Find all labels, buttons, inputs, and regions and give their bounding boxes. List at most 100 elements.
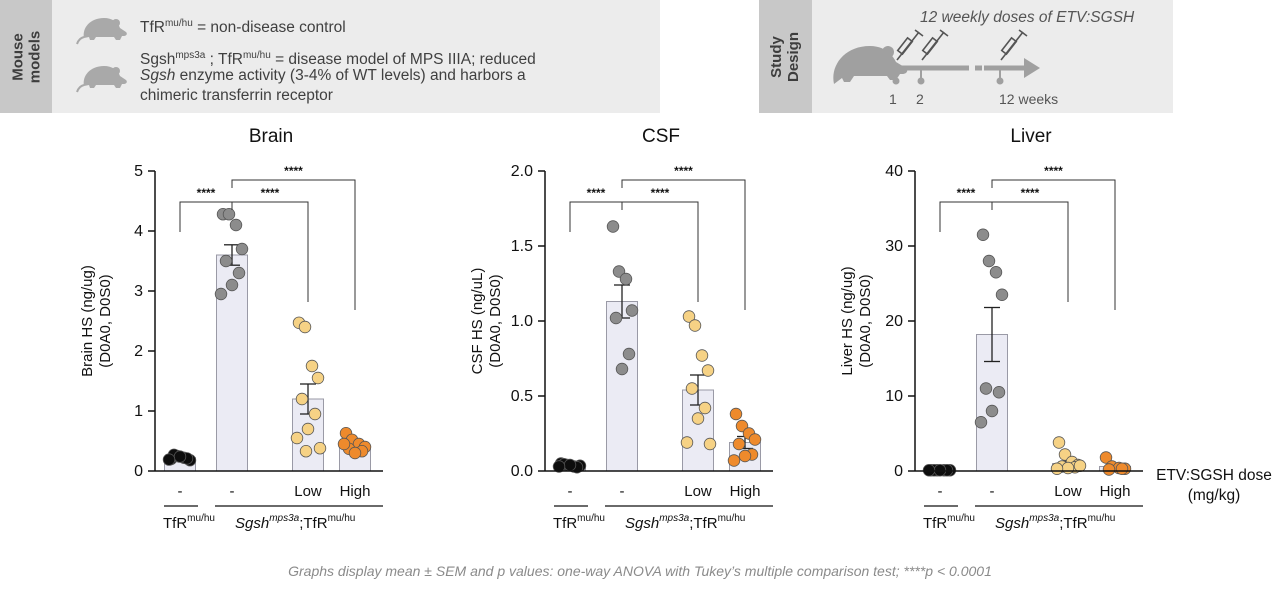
data-point (695, 349, 709, 362)
study-timeline (833, 29, 1040, 85)
data-point (701, 364, 715, 377)
data-point (989, 266, 1003, 279)
data-point (162, 453, 176, 466)
significance-bracket-2 (991, 179, 1116, 310)
group-label-tfr: TfRmu/hu (923, 513, 975, 532)
data-point (974, 416, 988, 429)
data-point (622, 347, 636, 361)
data-point (219, 254, 233, 268)
syringe-icon-3 (1000, 29, 1028, 61)
significance-bracket-0 (569, 201, 623, 232)
timeline-tick-1: 1 (889, 91, 897, 107)
x-category-label: Low (1054, 483, 1082, 500)
data-point (995, 288, 1009, 301)
syringe-icon-1 (896, 29, 924, 61)
y-tick-label: 2.0 (511, 163, 533, 180)
control-model-text: TfRmu/hu = non-disease control (140, 18, 346, 36)
data-point (685, 382, 699, 395)
x-category-label: High (1100, 483, 1131, 500)
y-tick-label: 2 (134, 343, 143, 360)
x-category-label: - (178, 483, 183, 500)
dose-axis-label-line1: ETV:SGSH dose (1156, 467, 1272, 484)
x-category-label: - (568, 483, 573, 500)
data-point (295, 392, 309, 406)
x-category-label: Low (294, 483, 322, 500)
data-point (552, 460, 566, 473)
group-label-sgsh: Sgshmps3a;TfRmu/hu (995, 513, 1115, 532)
disease-model-line1: Sgshmps3a ; TfRmu/hu = disease model of … (140, 50, 536, 68)
significance-bracket-1 (622, 201, 699, 302)
data-point (563, 458, 577, 472)
y-tick-label: 0 (894, 463, 903, 480)
study-design-heading: 12 weekly doses of ETV:SGSH (920, 9, 1135, 26)
data-point (305, 359, 319, 373)
chart-title: Brain (249, 126, 293, 147)
data-point (232, 266, 246, 280)
y-axis-label: Liver HS (ng/ug)(D0A0, D0S0) (839, 266, 874, 375)
y-axis-label: Brain HS (ng/ug)(D0A0, D0S0) (79, 265, 114, 377)
mouse-models-panel (52, 0, 660, 113)
dose-axis-label: ETV:SGSH dose (mg/kg) (1150, 466, 1278, 506)
mouse-models-tab-label: Mouse models (9, 30, 44, 83)
y-tick-label: 1.5 (511, 238, 533, 255)
significance-stars: **** (1021, 186, 1040, 200)
data-point (738, 449, 752, 463)
liver-chart: Liver Liver HS (ng/ug)(D0A0, D0S0) 0 10 20 30… (839, 126, 1143, 532)
significance-bracket-0 (179, 201, 233, 232)
disease-model-line2: Sgsh enzyme activity (3-4% of WT levels)… (140, 67, 526, 84)
data-point (979, 382, 993, 395)
csf-chart: CSF CSF HS (ng/uL)(D0A0, D0S0) 0.0 0.5 1.0 1.… (469, 126, 773, 532)
chart-title: Liver (1010, 126, 1052, 147)
data-point (976, 228, 990, 241)
mouse-study-icon (833, 46, 908, 84)
x-category-label: - (230, 483, 235, 500)
y-axis-label: CSF HS (ng/uL)(D0A0, D0S0) (469, 268, 504, 375)
y-tick-label: 40 (885, 163, 903, 180)
data-point (691, 412, 705, 425)
dose-axis-label-line2: (mg/kg) (1187, 487, 1241, 504)
data-point (727, 454, 741, 467)
x-category-label: - (938, 483, 943, 500)
data-point (729, 407, 743, 421)
data-point (615, 362, 629, 376)
y-tick-label: 0.0 (511, 463, 533, 480)
x-category-label: High (730, 483, 761, 500)
y-tick-label: 20 (885, 313, 903, 330)
data-point (225, 278, 239, 292)
y-tick-label: 30 (885, 238, 903, 255)
data-point (313, 442, 327, 455)
x-category-label: - (620, 483, 625, 500)
data-point (609, 311, 623, 325)
significance-stars: **** (261, 186, 280, 200)
data-point (625, 304, 639, 317)
significance-stars: **** (1044, 164, 1063, 178)
data-point (298, 320, 312, 334)
data-point (985, 404, 999, 418)
data-point (1061, 461, 1075, 475)
data-point (1050, 462, 1064, 475)
data-point (606, 220, 620, 233)
significance-stars: **** (284, 164, 303, 178)
significance-stars: **** (651, 186, 670, 200)
data-point (348, 446, 362, 460)
data-point (1102, 463, 1116, 476)
mouse-disease-icon (76, 66, 127, 93)
data-point (1099, 451, 1113, 464)
y-tick-label: 5 (134, 163, 143, 180)
y-tick-label: 1.0 (511, 313, 533, 330)
group-label-sgsh: Sgshmps3a;TfRmu/hu (625, 513, 745, 532)
y-tick-label: 0 (134, 463, 143, 480)
significance-stars: **** (587, 186, 606, 200)
data-point (1052, 436, 1066, 449)
x-category-label: - (990, 483, 995, 500)
bar-1 (606, 301, 638, 472)
study-design-tab-label: Study Design (768, 31, 803, 82)
data-point (732, 437, 746, 451)
data-point (301, 422, 315, 436)
mouse-control-icon (76, 18, 127, 45)
significance-bracket-1 (232, 201, 309, 302)
significance-stars: **** (197, 186, 216, 200)
footnote: Graphs display mean ± SEM and p values: … (288, 563, 992, 579)
data-point (688, 319, 702, 332)
data-point (698, 401, 712, 415)
